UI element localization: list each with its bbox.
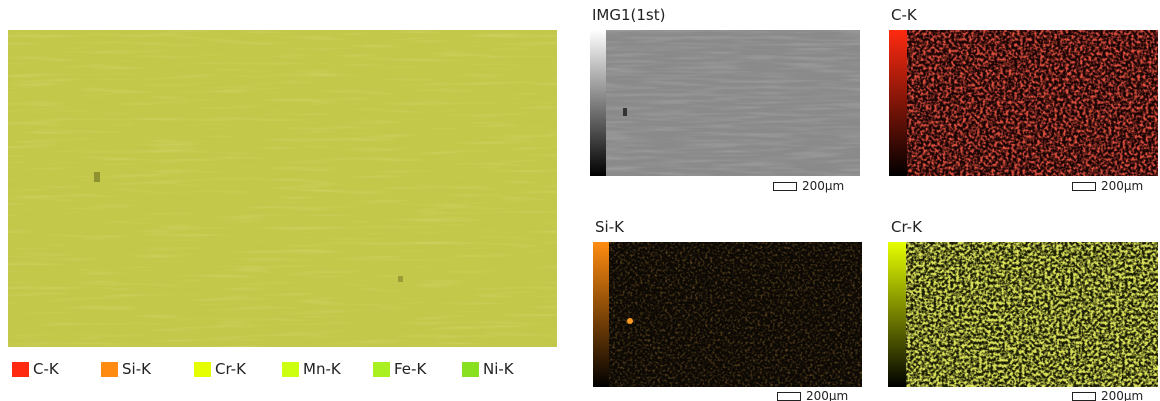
element-map <box>889 30 1158 176</box>
panel-title: C-K <box>891 6 917 24</box>
panel-title: Si-K <box>595 218 624 236</box>
legend-item: Si-K <box>101 360 151 378</box>
figure: C-K Si-K Cr-K Mn-K Fe-K Ni-K IMG1(1st) 2… <box>0 0 1160 401</box>
scale-bar: 200µm <box>1072 389 1143 401</box>
legend-label: Mn-K <box>303 360 341 378</box>
legend-label: Cr-K <box>215 360 246 378</box>
scale-label: 200µm <box>802 179 844 193</box>
scale-label: 200µm <box>1101 389 1143 401</box>
legend-label: Si-K <box>122 360 151 378</box>
scale-bar: 200µm <box>773 179 844 193</box>
legend-label: Fe-K <box>394 360 426 378</box>
legend-item: Cr-K <box>194 360 246 378</box>
panel-title: Cr-K <box>891 218 922 236</box>
scale-label: 200µm <box>806 389 848 401</box>
sem-image <box>590 30 860 176</box>
legend-item: Mn-K <box>282 360 341 378</box>
legend-item: Fe-K <box>373 360 426 378</box>
legend-item: C-K <box>12 360 59 378</box>
legend-label: C-K <box>33 360 59 378</box>
legend-label: Ni-K <box>483 360 514 378</box>
element-map <box>888 242 1158 387</box>
overlay-image <box>8 30 557 347</box>
scale-label: 200µm <box>1101 179 1143 193</box>
scale-bar: 200µm <box>1072 179 1143 193</box>
panel-title: IMG1(1st) <box>592 6 665 24</box>
scale-bar: 200µm <box>777 389 848 401</box>
legend-item: Ni-K <box>462 360 514 378</box>
element-map <box>593 242 862 387</box>
